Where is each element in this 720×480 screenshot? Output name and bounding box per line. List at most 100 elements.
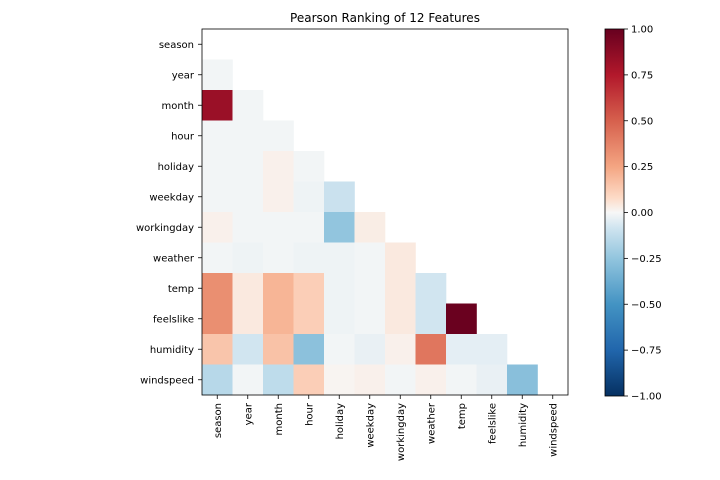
x-axis: season year month hour holiday weekday working…	[213, 395, 559, 461]
heatmap-cell-windspeed-temp	[446, 364, 477, 396]
colorbar-tick-label: −0.75	[631, 346, 662, 357]
y-tick-label-season: season	[159, 40, 194, 51]
x-tick-label-season: season	[213, 403, 224, 438]
plot-frame	[201, 28, 569, 396]
y-tick-label-feelslike: feelslike	[153, 314, 194, 325]
heatmap-cell-month-year	[232, 90, 264, 121]
heatmap-cell-holiday-hour	[293, 151, 325, 182]
x-tick-label-workingday: workingday	[396, 403, 407, 461]
heatmap-cell-temp-season	[202, 273, 233, 304]
heatmap-cell-holiday-year	[232, 151, 264, 182]
x-tick-label-hour: hour	[304, 402, 315, 426]
heatmap-cell-humidity-hour	[293, 334, 325, 365]
heatmap-cell-windspeed-humidity	[507, 364, 538, 396]
heatmap-cell-humidity-month	[263, 334, 294, 365]
heatmap-cell-weather-holiday	[324, 242, 355, 274]
heatmap-cell-feelslike-weekday	[354, 303, 386, 335]
y-tick-label-weekday: weekday	[149, 192, 194, 203]
colorbar-tick-label: −0.50	[631, 300, 662, 311]
heatmap-cell-humidity-season	[202, 334, 233, 365]
heatmap-cell-weekday-year	[232, 181, 264, 213]
heatmap-cell-hour-month	[263, 120, 294, 152]
heatmap-cell-feelslike-weather	[415, 303, 447, 335]
heatmap-cell-humidity-feelslike	[476, 334, 508, 365]
heatmap-cell-windspeed-workingday	[385, 364, 416, 396]
heatmap-cell-temp-holiday	[324, 273, 355, 304]
colorbar	[604, 28, 625, 397]
chart-title: Pearson Ranking of 12 Features	[290, 11, 480, 25]
heatmap-cell-weather-hour	[293, 242, 325, 274]
heatmap-cell-temp-year	[232, 273, 264, 304]
heatmap-cell-hour-season	[202, 120, 233, 152]
heatmap-cell-windspeed-hour	[293, 364, 325, 396]
x-tick-label-windspeed: windspeed	[548, 403, 559, 457]
x-tick-label-year: year	[243, 402, 254, 425]
heatmap-cell-humidity-holiday	[324, 334, 355, 365]
heatmap-cell-humidity-year	[232, 334, 264, 365]
y-tick-label-hour: hour	[171, 131, 195, 142]
x-tick-label-humidity: humidity	[518, 403, 529, 447]
colorbar-tick-label: 0.75	[631, 70, 653, 81]
heatmap-cell-windspeed-month	[263, 364, 294, 396]
y-tick-label-windspeed: windspeed	[140, 375, 194, 386]
heatmap-cell-windspeed-holiday	[324, 364, 355, 396]
heatmap-cells	[202, 59, 538, 396]
heatmap-cell-workingday-season	[202, 212, 233, 243]
heatmap-cell-humidity-weekday	[354, 334, 386, 365]
heatmap-cell-windspeed-weekday	[354, 364, 386, 396]
heatmap-cell-holiday-month	[263, 151, 294, 182]
heatmap-cell-feelslike-year	[232, 303, 264, 335]
heatmap-cell-temp-month	[263, 273, 294, 304]
x-tick-label-month: month	[274, 403, 285, 435]
heatmap-cell-workingday-year	[232, 212, 264, 243]
heatmap-cell-feelslike-hour	[293, 303, 325, 335]
heatmap-cell-humidity-temp	[446, 334, 477, 365]
heatmap-cell-workingday-month	[263, 212, 294, 243]
heatmap-cell-workingday-hour	[293, 212, 325, 243]
heatmap-cell-feelslike-season	[202, 303, 233, 335]
colorbar-axis: 1.00 0.75 0.50 0.25 0.00 −0.25 −0.50 −0.75 −1.00	[624, 25, 662, 403]
colorbar-tick-label: 0.50	[631, 116, 653, 127]
heatmap-cell-weather-year	[232, 242, 264, 274]
x-tick-label-holiday: holiday	[335, 403, 346, 439]
x-tick-label-temp: temp	[457, 403, 468, 429]
y-tick-label-humidity: humidity	[150, 345, 194, 356]
heatmap-cell-temp-weekday	[354, 273, 386, 304]
colorbar-tick-label: −0.25	[631, 254, 662, 265]
heatmap-cell-hour-year	[232, 120, 264, 152]
y-tick-label-weather: weather	[153, 253, 195, 264]
heatmap-cell-windspeed-season	[202, 364, 233, 396]
y-tick-label-temp: temp	[168, 284, 194, 295]
heatmap-cell-feelslike-workingday	[385, 303, 416, 335]
x-tick-label-weekday: weekday	[365, 403, 376, 448]
heatmap-cell-weekday-month	[263, 181, 294, 213]
colorbar-tick-label: 0.25	[631, 162, 653, 173]
heatmap-cell-windspeed-weather	[415, 364, 447, 396]
heatmap-cell-month-season	[202, 90, 233, 121]
heatmap-cell-weather-workingday	[385, 242, 416, 274]
heatmap-cell-weekday-holiday	[324, 181, 355, 213]
y-tick-label-holiday: holiday	[158, 162, 194, 173]
heatmap-cell-feelslike-month	[263, 303, 294, 335]
heatmap-cell-feelslike-holiday	[324, 303, 355, 335]
heatmap-cell-weekday-hour	[293, 181, 325, 213]
y-tick-label-workingday: workingday	[136, 223, 194, 234]
heatmap-cell-holiday-season	[202, 151, 233, 182]
x-tick-label-feelslike: feelslike	[487, 403, 498, 444]
heatmap-cell-year-season	[202, 59, 233, 91]
colorbar-tick-label: −1.00	[631, 392, 662, 403]
heatmap-cell-windspeed-year	[232, 364, 264, 396]
colorbar-tick-label: 0.00	[631, 208, 653, 219]
y-tick-label-year: year	[172, 70, 195, 81]
heatmap-cell-weather-month	[263, 242, 294, 274]
heatmap-cell-temp-weather	[415, 273, 447, 304]
heatmap-cell-workingday-holiday	[324, 212, 355, 243]
x-tick-label-weather: weather	[426, 402, 437, 444]
heatmap-cell-weather-weekday	[354, 242, 386, 274]
heatmap-cell-weekday-season	[202, 181, 233, 213]
heatmap-cell-temp-workingday	[385, 273, 416, 304]
heatmap-cell-temp-hour	[293, 273, 325, 304]
y-axis: season year month hour holiday weekday working…	[136, 40, 202, 386]
y-tick-label-month: month	[162, 101, 194, 112]
